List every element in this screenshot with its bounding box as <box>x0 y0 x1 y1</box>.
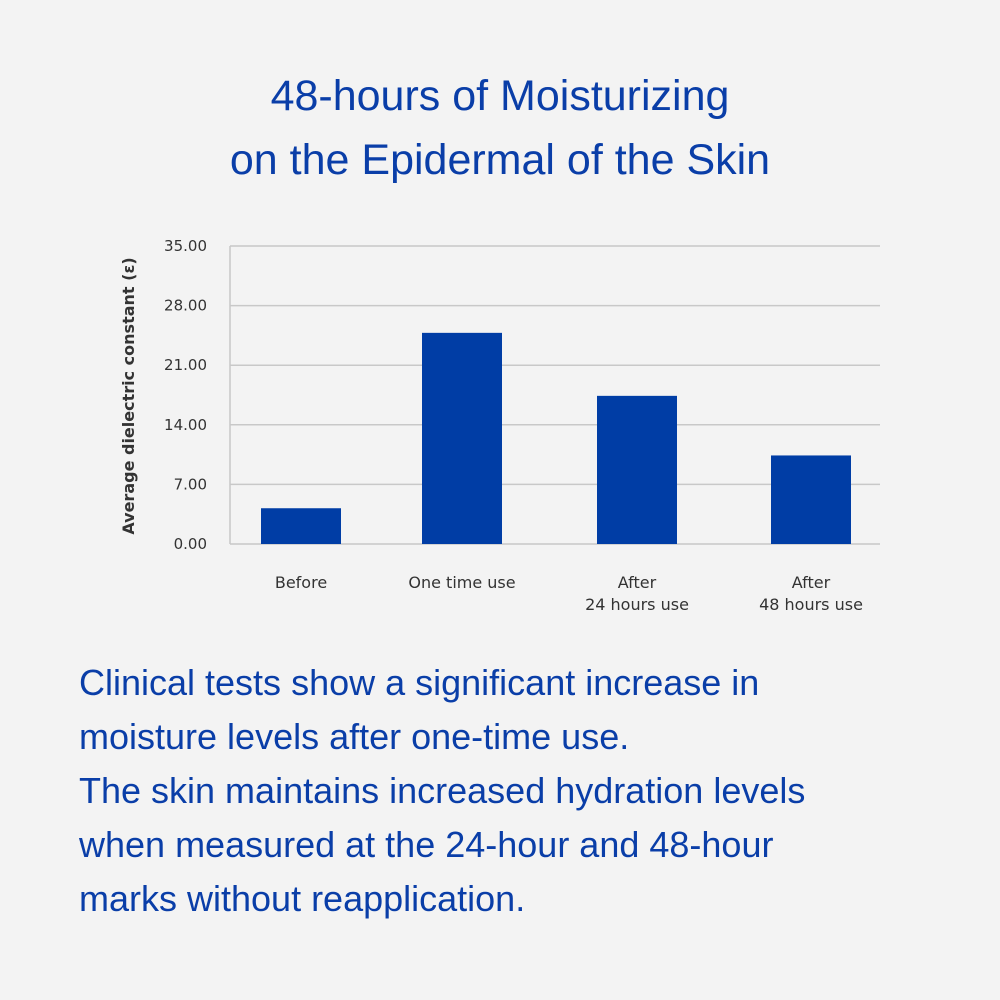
y-tick-label: 7.00 <box>174 475 207 493</box>
x-category-label: Before <box>275 573 327 592</box>
bar <box>261 508 341 544</box>
description-line-5: marks without reapplication. <box>79 878 526 919</box>
y-tick-label: 14.00 <box>164 416 207 434</box>
x-category-label: After <box>618 573 657 592</box>
title-line-1: 48-hours of Moisturizing <box>270 72 730 120</box>
x-category-label: 48 hours use <box>759 595 863 614</box>
x-category-label: 24 hours use <box>585 595 689 614</box>
description-line-3: The skin maintains increased hydration l… <box>79 770 806 811</box>
description-line-4: when measured at the 24-hour and 48-hour <box>79 824 774 865</box>
y-tick-label: 28.00 <box>164 297 207 315</box>
y-tick-label: 35.00 <box>164 237 207 255</box>
bar <box>597 395 677 544</box>
bar-chart: 0.00 7.00 14.00 21.00 28.00 35.00 Average diel… <box>119 237 880 614</box>
description-line-2: moisture levels after one-time use. <box>79 716 630 757</box>
x-category-label: One time use <box>408 573 515 592</box>
bar <box>422 332 502 544</box>
y-axis-label: Average dielectric constant (ε) <box>119 257 138 534</box>
description-line-1: Clinical tests show a significant increa… <box>79 662 760 703</box>
x-category-label: After <box>792 573 831 592</box>
bar <box>771 455 851 544</box>
title-line-2: on the Epidermal of the Skin <box>229 136 771 184</box>
chart-title: 48-hours of Moisturizing on the Epiderma… <box>0 64 1000 192</box>
y-tick-label: 0.00 <box>174 535 207 553</box>
description: Clinical tests show a significant increa… <box>79 656 979 926</box>
y-tick-label: 21.00 <box>164 356 207 374</box>
